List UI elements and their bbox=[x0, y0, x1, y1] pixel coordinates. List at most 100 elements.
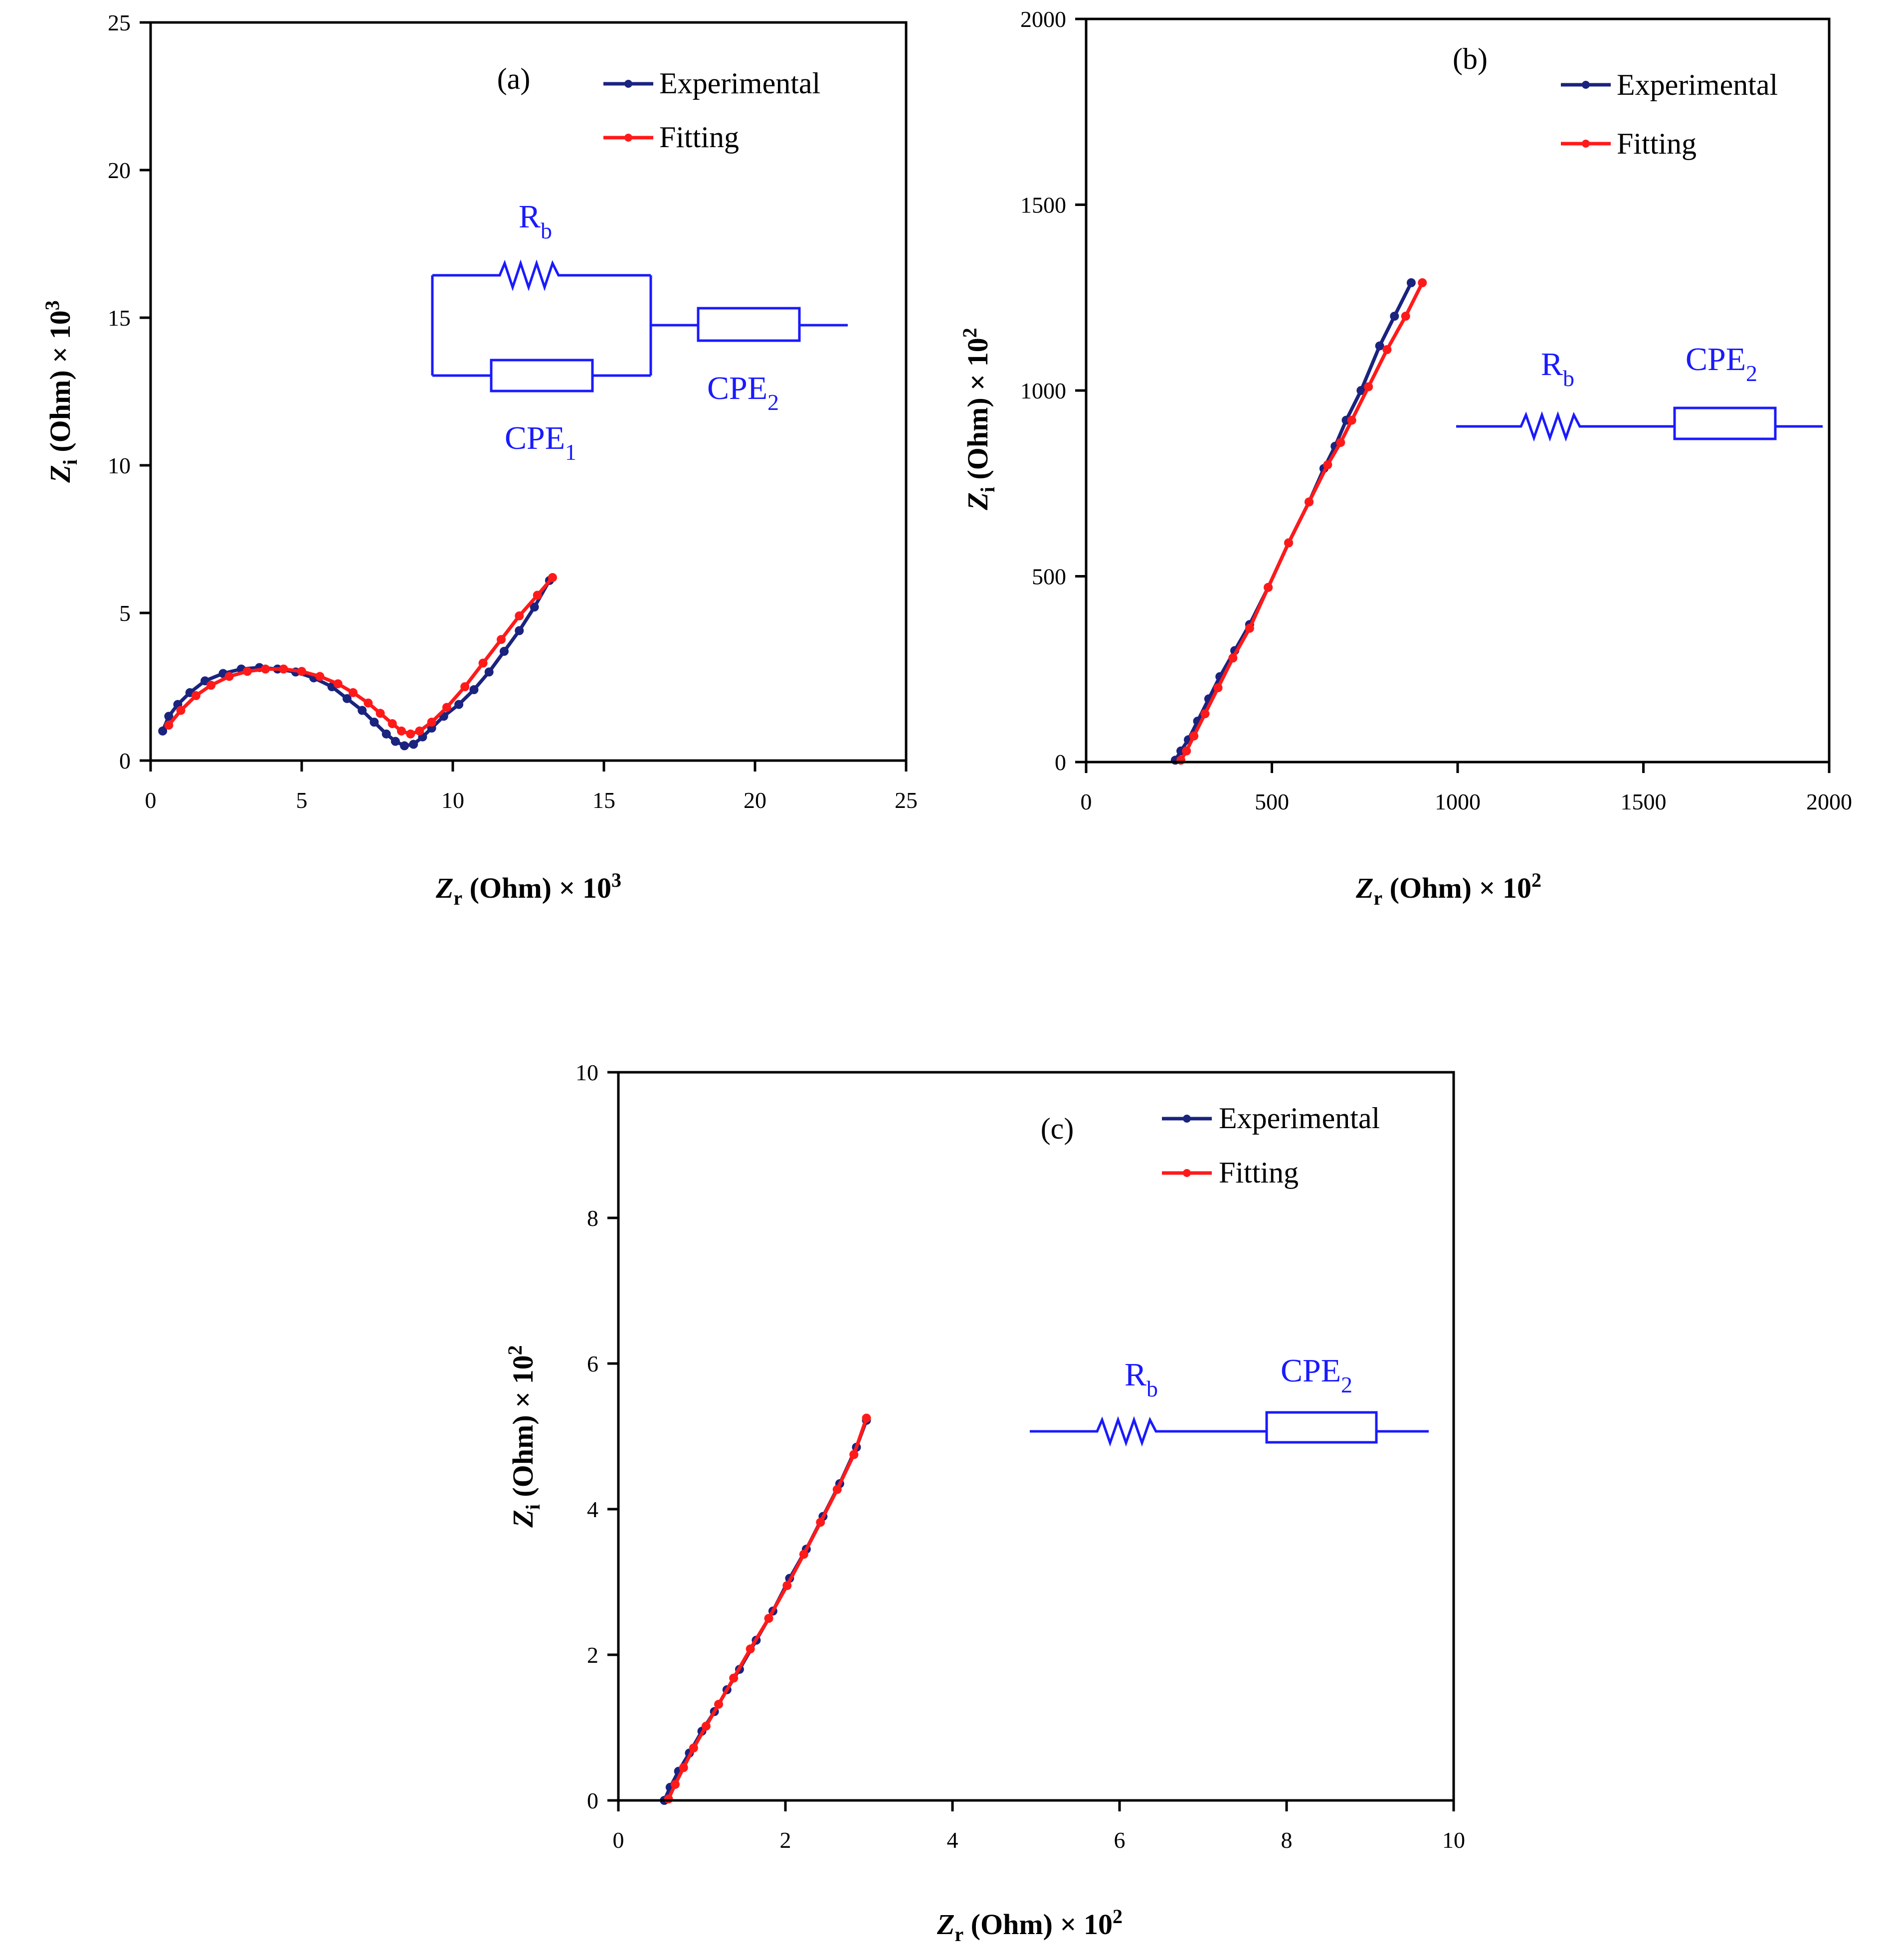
panel-c-y-label-unit: (Ohm) × 10 bbox=[507, 1355, 539, 1504]
panel-b-label: (b) bbox=[1453, 42, 1488, 75]
panel-a-experimental-point bbox=[158, 726, 168, 736]
panel-c-fitting-point bbox=[764, 1614, 773, 1623]
legend-fitting-label: Fitting bbox=[1617, 127, 1697, 160]
panel-b-experimental-line bbox=[1173, 282, 1413, 762]
rb-series-wire bbox=[1456, 411, 1823, 442]
panel-b-plot-frame bbox=[1085, 17, 1831, 764]
panel-a-fitting-point bbox=[364, 698, 373, 708]
panel-a-fitting-point bbox=[427, 718, 436, 727]
panel-c-plot-frame bbox=[617, 1071, 1455, 1802]
panel-c-x-label-exp: 2 bbox=[1113, 1905, 1123, 1928]
panel-a-x-tick-label: 25 bbox=[895, 787, 918, 813]
panel-a-fitting-point bbox=[548, 573, 557, 582]
cpe1-symbol bbox=[490, 359, 594, 392]
legend-experimental-marker bbox=[1582, 81, 1590, 89]
panel-a-x-axis-label: Zr (Ohm) × 103 bbox=[435, 869, 621, 909]
panel-a-x-tick-label: 15 bbox=[592, 787, 615, 813]
panel-a-axes: 0 5 10 15 20 25 0 5 10 15 20 25 bbox=[108, 10, 918, 813]
panel-c-fitting-point bbox=[729, 1673, 739, 1683]
panel-c-y-tick-label: 6 bbox=[587, 1351, 598, 1376]
cpe2-symbol bbox=[697, 307, 801, 342]
panel-c-fitting-point bbox=[670, 1779, 680, 1789]
panel-c-axes: 0 2 4 6 8 10 0 2 4 6 8 10 bbox=[575, 1060, 1465, 1853]
legend-fitting-marker bbox=[624, 134, 632, 142]
panel-b-fitting-point bbox=[1176, 756, 1185, 765]
cpe1-label-sub: 1 bbox=[565, 439, 576, 465]
panel-c-y-axis-label: Zi (Ohm) × 102 bbox=[504, 1345, 544, 1528]
panel-a-x-label-exp: 3 bbox=[611, 869, 621, 891]
panel-b-x-label-exp: 2 bbox=[1531, 869, 1541, 891]
panel-c-fitting-point bbox=[746, 1644, 755, 1654]
panel-c-fitting-point bbox=[664, 1794, 673, 1804]
panel-c-fitting-point bbox=[714, 1700, 723, 1709]
panel-b-fitting-point bbox=[1284, 538, 1293, 548]
panel-b-fitting-point bbox=[1418, 278, 1427, 287]
panel-c-label: (c) bbox=[1041, 1112, 1074, 1145]
rb-label-sub: b bbox=[541, 218, 552, 243]
panel-a-fitting-point bbox=[497, 635, 506, 644]
panel-b-x-tick-label: 2000 bbox=[1806, 789, 1852, 814]
panel-a-y-label-unit: (Ohm) × 10 bbox=[44, 310, 76, 459]
panel-a-y-tick-label: 10 bbox=[108, 453, 131, 478]
cpe2-label-main: CPE bbox=[1281, 1353, 1341, 1389]
panel-a-fitting-point bbox=[261, 664, 270, 674]
panel-a-experimental-point bbox=[164, 712, 174, 721]
panel-a-fitting-point bbox=[206, 681, 216, 690]
panel-b-experimental-point bbox=[1375, 341, 1384, 351]
legend-fitting-marker bbox=[1183, 1169, 1191, 1177]
panel-b-fitting-point bbox=[1347, 415, 1356, 425]
panel-b-y-axis-label: Zi (Ohm) × 102 bbox=[958, 328, 999, 510]
panel-c-fitting-point bbox=[849, 1450, 859, 1459]
cpe2-symbol bbox=[1673, 406, 1777, 440]
panel-b-y-tick-label: 500 bbox=[1032, 564, 1066, 589]
panel-c-legend: Experimental Fitting bbox=[1162, 1102, 1380, 1189]
series-connection bbox=[649, 275, 848, 376]
panel-b-fitting-point bbox=[1189, 731, 1199, 741]
legend-experimental-marker bbox=[624, 80, 632, 88]
panel-b-fitting-point bbox=[1213, 683, 1223, 692]
panel-c-fitting-point bbox=[816, 1518, 825, 1527]
rb-label-sub: b bbox=[1563, 366, 1574, 391]
panel-a-x-label-sub: r bbox=[453, 887, 462, 909]
legend-experimental-label: Experimental bbox=[659, 67, 820, 100]
panel-a-experimental-point bbox=[370, 718, 379, 727]
panel-a-x-tick-label: 0 bbox=[145, 787, 157, 813]
panel-a-fitting-point bbox=[415, 726, 424, 736]
panel-a-x-tick-label: 5 bbox=[296, 787, 308, 813]
panel-b-y-label-sub: i bbox=[976, 487, 999, 492]
panel-b-x-label-sub: r bbox=[1373, 887, 1382, 909]
legend-fitting-label: Fitting bbox=[659, 121, 739, 154]
panel-b-x-tick-label: 1000 bbox=[1435, 789, 1481, 814]
panel-c-fitting-point bbox=[832, 1485, 842, 1494]
panel-b-legend: Experimental Fitting bbox=[1561, 68, 1778, 160]
panel-a-experimental-point bbox=[390, 737, 400, 746]
legend-experimental-marker bbox=[1183, 1115, 1191, 1123]
legend-fitting-label: Fitting bbox=[1219, 1156, 1299, 1189]
panel-b-fitting-point bbox=[1228, 653, 1238, 663]
panel-c-y-label-var: Z bbox=[507, 1510, 539, 1528]
panel-a-fitting-point bbox=[533, 590, 542, 600]
panel-a-y-label-exp: 3 bbox=[41, 300, 63, 310]
panel-a-series-group bbox=[158, 573, 557, 751]
panel-b-experimental-point bbox=[1390, 312, 1399, 321]
resistor-rb-symbol bbox=[432, 259, 651, 291]
cpe2-label-main: CPE bbox=[1686, 341, 1746, 378]
rb-series-wire bbox=[1030, 1416, 1429, 1447]
panel-a-fitting-point bbox=[164, 721, 174, 730]
panel-a-fitting-point bbox=[297, 667, 306, 676]
panel-c-y-tick-label: 2 bbox=[587, 1642, 598, 1668]
panel-a-y-tick-label: 15 bbox=[108, 305, 131, 331]
panel-a-y-tick-label: 20 bbox=[108, 158, 131, 183]
panel-b-fitting-point bbox=[1182, 746, 1191, 756]
panel-c-fitting-line bbox=[667, 1417, 868, 1800]
panel-a-experimental-point bbox=[484, 667, 494, 677]
panel-a-fitting-point bbox=[242, 667, 252, 676]
cpe2-label-sub: 2 bbox=[767, 390, 779, 415]
panel-a-y-tick-label: 25 bbox=[108, 10, 131, 35]
panel-a-experimental-point bbox=[500, 647, 509, 656]
panel-c-y-tick-label: 4 bbox=[587, 1497, 598, 1522]
panel-b-y-tick-label: 1000 bbox=[1020, 378, 1066, 403]
cpe2-label-sub: 2 bbox=[1341, 1372, 1352, 1397]
panel-a-fitting-point bbox=[191, 691, 200, 700]
